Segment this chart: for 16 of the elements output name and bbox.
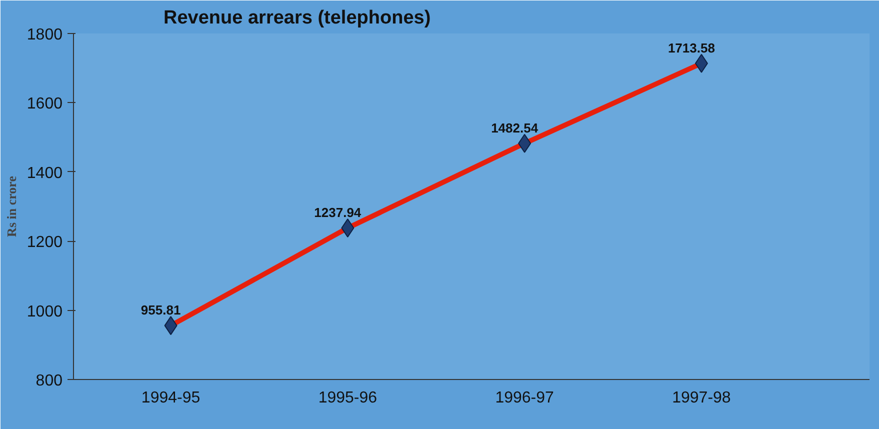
x-tick-label: 1997-98 [672,390,731,406]
y-tick-label: 800 [36,372,63,390]
y-tick-label: 1800 [26,26,63,44]
data-label: 1482.54 [491,120,539,136]
x-tick-label: 1996-97 [495,390,554,406]
x-tick-label: 1995-96 [318,390,378,406]
y-tick-label: 1600 [26,96,63,113]
y-tick-label: 1000 [26,303,63,320]
y-axis-title: Rs in crore [4,176,19,237]
x-tick-label: 1994-95 [141,390,200,406]
y-tick-label: 1200 [26,234,63,252]
chart-title: Revenue arrears (telephones) [164,8,431,28]
data-label: 1713.58 [668,40,715,56]
data-label: 955.81 [140,302,181,318]
data-label: 1237.94 [314,204,362,220]
y-tick-label: 1400 [26,164,63,182]
